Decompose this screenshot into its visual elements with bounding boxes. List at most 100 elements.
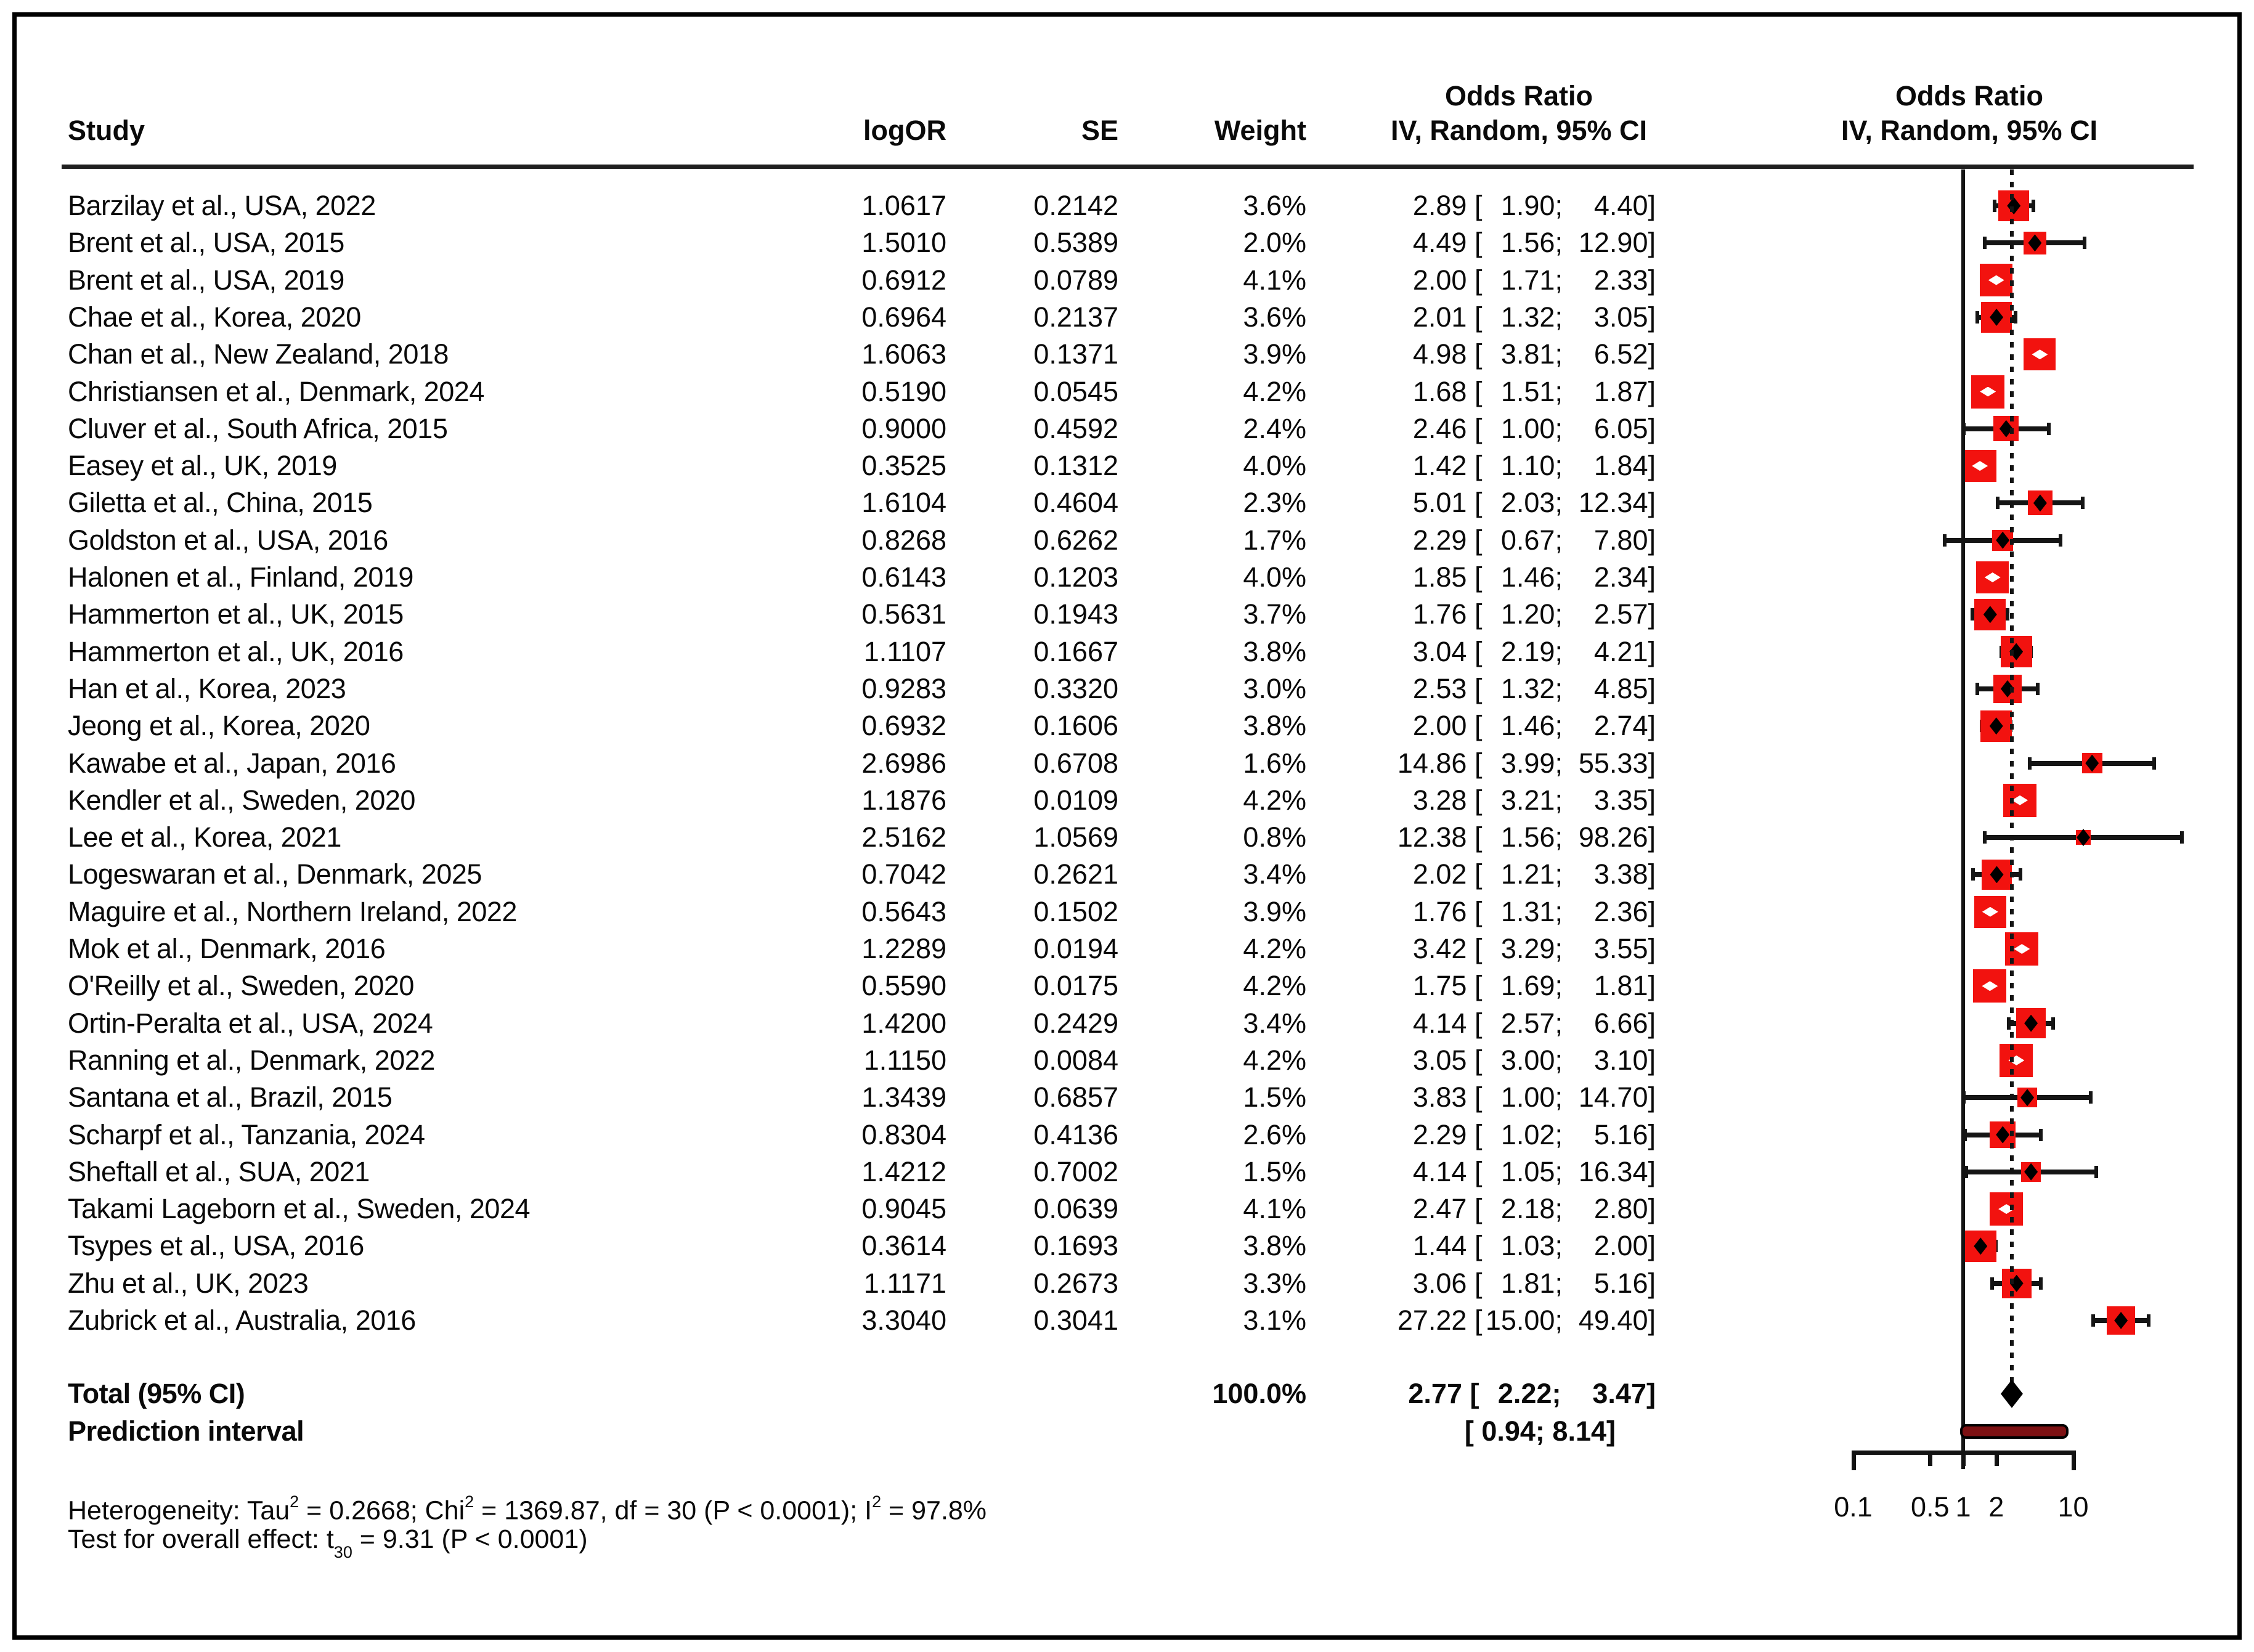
logor-cell: 0.5643 <box>861 895 946 927</box>
or-value: 4.98 <box>1412 338 1467 370</box>
se-cell: 0.1502 <box>1033 895 1118 927</box>
point-estimate-marker <box>2114 1312 2128 1329</box>
prediction-interval-bar <box>1960 1424 2069 1439</box>
ci-separator: ; <box>1555 895 1571 927</box>
or-value: 14.86 <box>1397 747 1467 779</box>
or-value: 2.02 <box>1412 858 1467 890</box>
ci-separator: ; <box>1555 561 1571 593</box>
ci-upper: 2.33 <box>1593 264 1648 296</box>
bracket-close: ] <box>1648 264 1656 296</box>
ci-whisker-cap-right <box>2039 1128 2043 1141</box>
study-label: Logeswaran et al., Denmark, 2025 <box>68 858 482 890</box>
weight-cell: 2.4% <box>1243 412 1306 444</box>
bracket-open: [ <box>1467 301 1483 333</box>
x-axis-tick-label: 0.1 <box>1834 1491 1873 1523</box>
ci-whisker-cap-right <box>2031 200 2035 212</box>
ci-upper: 14.70 <box>1578 1081 1648 1113</box>
bracket-open: [ <box>1467 970 1483 1002</box>
ci-lower: 2.19 <box>1500 635 1555 667</box>
logor-cell: 0.8268 <box>861 524 946 556</box>
bracket-open: [ <box>1462 1378 1479 1409</box>
point-estimate-marker <box>2024 1163 2038 1181</box>
het-text3: = 1369.87, df = 30 (P < 0.0001); I <box>474 1495 873 1526</box>
ci-separator: ; <box>1555 412 1571 444</box>
se-cell: 0.0545 <box>1033 375 1118 407</box>
x-axis-tick <box>1928 1451 1933 1466</box>
ci-lower: 3.21 <box>1500 784 1555 816</box>
or-value: 2.29 <box>1412 1118 1467 1150</box>
ci-separator: ; <box>1555 227 1571 259</box>
het-sup3: 2 <box>872 1492 882 1511</box>
ci-lower: 1.46 <box>1500 561 1555 593</box>
weight-cell: 1.5% <box>1243 1081 1306 1113</box>
logor-cell: 2.5162 <box>861 821 946 853</box>
or-value: 1.76 <box>1412 598 1467 630</box>
ci-lower: 3.81 <box>1500 338 1555 370</box>
bracket-close: ] <box>1648 190 1656 221</box>
bracket-close: ] <box>1648 672 1656 704</box>
or-ci-cell: 4.49 [1.56; 12.90] <box>1389 224 1656 261</box>
logor-cell: 1.4200 <box>861 1007 946 1039</box>
or-value: 4.14 <box>1412 1155 1467 1187</box>
study-label: Sheftall et al., SUA, 2021 <box>68 1155 370 1187</box>
or-ci-cell: 2.89 [1.90; 4.40] <box>1389 187 1656 224</box>
point-estimate-marker <box>1988 275 2004 285</box>
ci-whisker-cap-left <box>1942 534 1947 547</box>
figure-border <box>12 12 2242 1640</box>
ci-whisker-cap-left <box>1995 497 2000 510</box>
se-cell: 0.2673 <box>1033 1267 1118 1299</box>
weight-cell: 3.4% <box>1243 858 1306 890</box>
overall-text: Test for overall effect: t <box>68 1524 334 1554</box>
logor-cell: 0.6932 <box>861 710 946 742</box>
or-value: 3.06 <box>1412 1267 1467 1299</box>
study-label: Brent et al., USA, 2015 <box>68 227 344 259</box>
or-ci-cell: 4.14 [2.57; 6.66] <box>1389 1005 1656 1042</box>
ci-lower: 1.10 <box>1500 450 1555 482</box>
or-value: 1.42 <box>1412 450 1467 482</box>
ci-separator: ; <box>1555 190 1571 221</box>
se-cell: 0.4604 <box>1033 487 1118 519</box>
weight-cell: 4.1% <box>1243 1193 1306 1225</box>
point-estimate-marker <box>2033 494 2047 512</box>
or-ci-cell: 3.83 [1.00; 14.70] <box>1389 1079 1656 1116</box>
ci-lower: 3.99 <box>1500 747 1555 779</box>
bracket-close: ] <box>1648 1304 1656 1336</box>
ci-lower: 1.00 <box>1500 412 1555 444</box>
ci-whisker-cap-left <box>1983 237 1987 250</box>
or-value: 4.49 <box>1412 227 1467 259</box>
ci-separator: ; <box>1555 970 1571 1002</box>
bracket-open: [ <box>1467 1044 1483 1076</box>
logor-cell: 0.6143 <box>861 561 946 593</box>
ci-lower: 15.00 <box>1485 1304 1555 1336</box>
or-ci-cell: 1.44 [1.03; 2.00] <box>1389 1227 1656 1264</box>
se-cell: 0.2621 <box>1033 858 1118 890</box>
or-ci-cell: 2.46 [1.00; 6.05] <box>1389 410 1656 447</box>
bracket-open: [ <box>1467 1081 1483 1113</box>
or-ci-cell: 1.85 [1.46; 2.34] <box>1389 559 1656 596</box>
ci-lower: 1.02 <box>1500 1118 1555 1150</box>
ci-lower: 1.71 <box>1500 264 1555 296</box>
bracket-open: [ <box>1467 264 1483 296</box>
point-estimate-marker <box>1990 866 2004 884</box>
study-label: Han et al., Korea, 2023 <box>68 672 346 704</box>
total-weight-cell: 100.0% <box>1212 1378 1306 1409</box>
point-estimate-marker <box>1982 906 1998 917</box>
se-cell: 0.0109 <box>1033 784 1118 816</box>
point-estimate-marker <box>1980 386 1996 397</box>
se-cell: 0.3320 <box>1033 672 1118 704</box>
study-label: Christiansen et al., Denmark, 2024 <box>68 375 484 407</box>
ci-upper: 3.47 <box>1592 1378 1646 1409</box>
ci-separator: ; <box>1552 1378 1569 1409</box>
ci-lower: 1.32 <box>1500 672 1555 704</box>
ci-lower: 1.56 <box>1500 821 1555 853</box>
study-label: Ortin-Peralta et al., USA, 2024 <box>68 1007 433 1039</box>
overall-effect-note: Test for overall effect: t30 = 9.31 (P <… <box>68 1522 588 1561</box>
bracket-open: [ <box>1467 1007 1483 1039</box>
study-label: Scharpf et al., Tanzania, 2024 <box>68 1118 425 1150</box>
ci-upper: 12.34 <box>1578 487 1648 519</box>
ci-whisker-cap-left <box>1975 311 1979 323</box>
se-cell: 0.7002 <box>1033 1155 1118 1187</box>
or-value: 4.14 <box>1412 1007 1467 1039</box>
point-estimate-marker <box>1996 531 2010 549</box>
